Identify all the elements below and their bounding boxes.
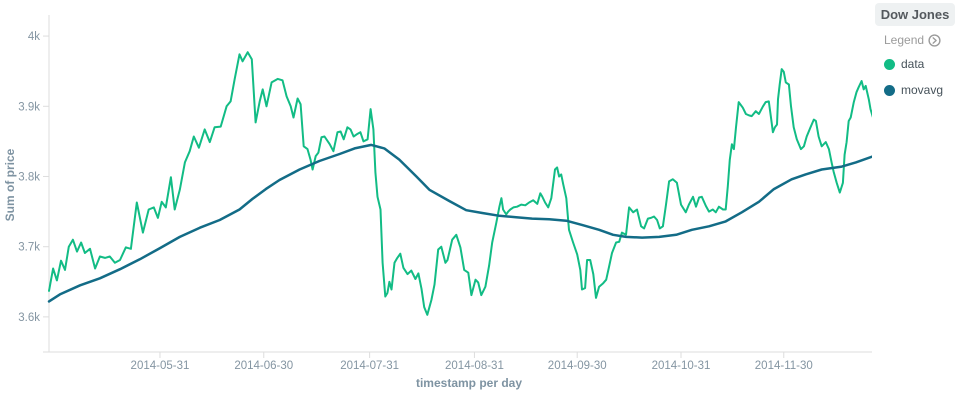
legend-toggle[interactable]: Legend [884,33,958,47]
y-tick-label: 4k [28,31,40,43]
x-axis-title: timestamp per day [415,376,523,390]
y-axis-title: Sum of price [3,148,17,222]
y-tick-label: 3.8k [18,171,40,183]
x-tick-label: 2014-11-30 [755,360,813,372]
legend-item-label: data [901,57,925,71]
chart-title-chip: Dow Jones [875,3,955,26]
chart-canvas[interactable]: 4k 3.9k 3.8k 3.7k 3.6k 2014-05-31 2014-06-30 20… [0,0,872,400]
movavg-series-line [47,143,872,303]
x-tick-label: 2014-09-30 [548,360,607,372]
legend-toggle-label: Legend [884,33,925,47]
x-tick-label: 2014-07-31 [340,360,399,372]
legend-items: data movavg [884,55,958,99]
x-tick-label: 2014-06-30 [234,360,293,372]
y-tick-label: 3.9k [18,101,40,113]
data-series-line [48,51,872,316]
y-tick-label: 3.7k [18,242,40,254]
x-tick-label: 2014-05-31 [131,360,190,372]
legend-item-data[interactable]: data [884,55,958,73]
x-tick-label: 2014-10-31 [652,360,711,372]
data-series-color-dot [884,58,895,70]
legend-item-movavg[interactable]: movavg [884,81,958,99]
legend-panel: Dow Jones Legend data movavg [872,0,958,400]
legend-item-label: movavg [901,83,944,97]
x-tick-label: 2014-08-31 [445,360,504,372]
movavg-series-color-dot [884,84,895,96]
legend-collapse-arrow-icon[interactable] [928,33,941,47]
y-tick-label: 3.6k [18,312,40,324]
